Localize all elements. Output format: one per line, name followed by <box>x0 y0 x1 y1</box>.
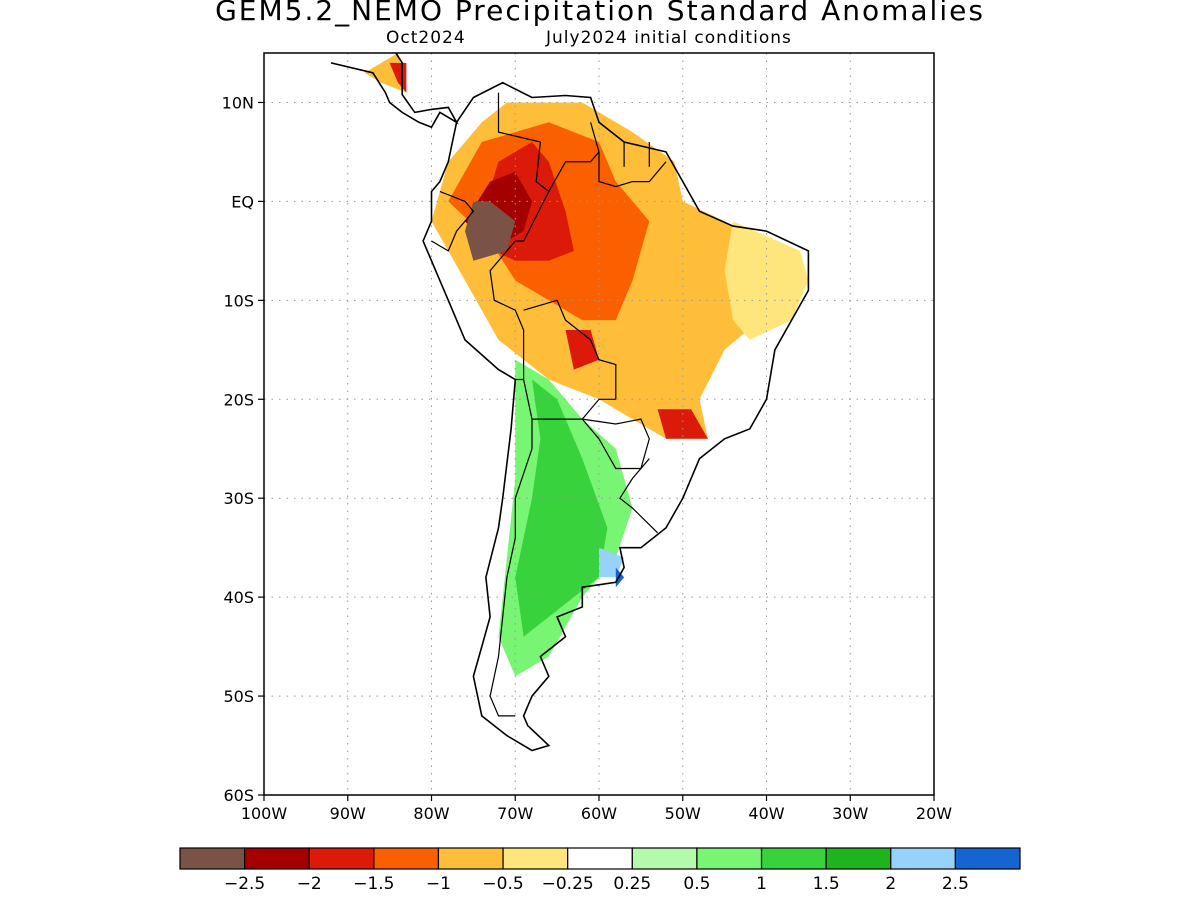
colorbar-legend: −2.5 −2 −1.5 −1 −0.5 −0.25 0.25 0.5 1 1.5 2 2.5 <box>179 847 1021 894</box>
colorbar-swatch <box>696 847 763 870</box>
colorbar-swatch <box>179 847 246 870</box>
country-border <box>581 418 650 470</box>
colorbar-label: −2.5 <box>224 874 265 894</box>
colorbar-swatch <box>631 847 698 870</box>
lat-tick-label: EQ <box>231 192 254 211</box>
colorbar-swatch <box>308 847 375 870</box>
colorbar-swatch <box>244 847 310 870</box>
anomaly-region-wet_strong <box>515 379 608 637</box>
country-border <box>523 299 617 400</box>
colorbar-label: 0.5 <box>683 874 710 894</box>
colorbar-label: −0.25 <box>542 874 594 894</box>
colorbar-swatch <box>825 847 892 870</box>
colorbar-label: 1.5 <box>813 874 840 894</box>
colorbar-swatch <box>437 847 504 870</box>
anomaly-region-wet_extreme <box>615 567 625 588</box>
coastline-central-america <box>330 53 459 129</box>
lon-tick-label: 100W <box>241 804 288 823</box>
country-border <box>548 151 600 192</box>
colorbar-label: −1 <box>426 874 451 894</box>
colorbar-label: 2.5 <box>942 874 969 894</box>
lon-tick-label: 20W <box>916 804 952 823</box>
colorbar-label: −0.5 <box>482 874 523 894</box>
lon-tick-label: 40W <box>748 804 784 823</box>
lat-tick-label: 10S <box>223 291 254 310</box>
lat-tick-label: 20S <box>223 390 254 409</box>
country-border <box>489 419 533 717</box>
lon-tick-label: 90W <box>330 804 366 823</box>
lat-tick-label: 40S <box>223 588 254 607</box>
colorbar-label: 2 <box>885 874 896 894</box>
lat-tick-label: 60S <box>223 786 254 805</box>
lon-tick-label: 80W <box>413 804 449 823</box>
anomaly-region-dry_weak <box>724 221 809 340</box>
country-border <box>431 190 475 252</box>
colorbar-label: 1 <box>756 874 767 894</box>
forecast-month: Oct2024 <box>386 28 466 48</box>
country-border <box>497 92 550 242</box>
colorbar-label: −2 <box>297 874 322 894</box>
colorbar-swatch <box>567 847 633 870</box>
map-title: GEM5.2_NEMO Precipitation Standard Anoma… <box>215 0 985 27</box>
lat-tick-label: 50S <box>223 687 254 706</box>
colorbar-label: −1.5 <box>353 874 394 894</box>
colorbar-swatch <box>954 847 1021 870</box>
lon-tick-label: 70W <box>497 804 533 823</box>
colorbar-swatch <box>502 847 569 870</box>
lon-tick-label: 30W <box>832 804 868 823</box>
colorbar-swatch <box>890 847 956 870</box>
anomaly-region-dry_exceptional <box>465 201 516 261</box>
colorbar-swatch <box>373 847 440 870</box>
coastline-south-america <box>422 81 810 752</box>
anomaly-region-dry_very_strong <box>657 409 708 439</box>
map-plot-area <box>264 53 934 795</box>
colorbar-label: 0.25 <box>613 874 651 894</box>
lon-tick-label: 60W <box>581 804 617 823</box>
lat-tick-label: 30S <box>223 489 254 508</box>
country-border <box>619 458 659 534</box>
lon-tick-label: 50W <box>665 804 701 823</box>
initial-conditions: July2024 initial conditions <box>546 28 792 48</box>
colorbar-swatch <box>760 847 827 870</box>
lat-tick-label: 10N <box>222 93 254 112</box>
